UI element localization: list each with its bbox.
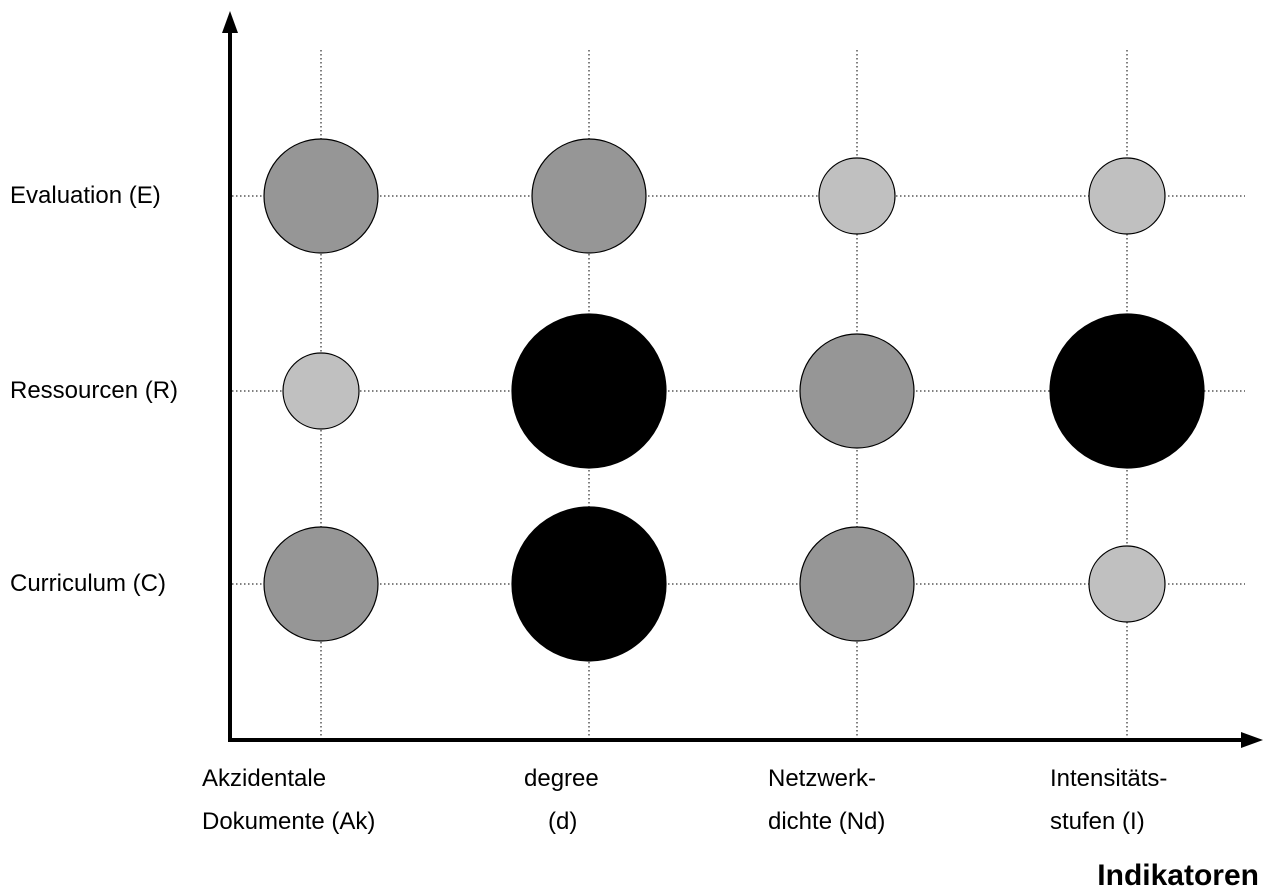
bubble-evaluation-degree: [531, 138, 647, 254]
x-tick-labels: Akzidentale Dokumente (Ak) degree (d) Ne…: [202, 765, 1167, 835]
y-axis-arrow: [222, 11, 238, 33]
bubble-curriculum-intensitätsstufen: [1088, 545, 1166, 623]
bubble-ressourcen-intensitätsstufen: [1049, 313, 1205, 469]
x-tick-label-ak-line1: Akzidentale: [202, 765, 326, 792]
bubble-ressourcen-akzidentale: [282, 352, 360, 430]
y-tick-label-curriculum: Curriculum (C): [10, 570, 166, 597]
x-axis-title: Indikatoren: [1097, 859, 1259, 892]
bubble-evaluation-intensitätsstufen: [1088, 157, 1166, 235]
y-tick-label-evaluation: Evaluation (E): [10, 182, 161, 209]
x-tick-label-i-line2: stufen (I): [1050, 808, 1145, 835]
bubble-curriculum-akzidentale: [263, 526, 379, 642]
x-tick-label-nd-line1: Netzwerk-: [768, 765, 876, 792]
bubble-evaluation-netzwerkdichte: [818, 157, 896, 235]
x-tick-label-ak-line2: Dokumente (Ak): [202, 808, 375, 835]
bubbles: [263, 138, 1205, 662]
bubble-ressourcen-degree: [511, 313, 667, 469]
bubble-curriculum-netzwerkdichte: [799, 526, 915, 642]
x-tick-label-i-line1: Intensitäts-: [1050, 765, 1167, 792]
axes: [222, 11, 1263, 748]
x-tick-label-d-line1: degree: [524, 765, 599, 792]
y-tick-labels: Evaluation (E) Ressourcen (R) Curriculum…: [10, 182, 178, 597]
x-axis-arrow: [1241, 732, 1263, 748]
bubble-evaluation-akzidentale: [263, 138, 379, 254]
bubble-curriculum-degree: [511, 506, 667, 662]
x-tick-label-nd-line2: dichte (Nd): [768, 808, 885, 835]
x-tick-label-d-line2: (d): [548, 808, 577, 835]
y-tick-label-ressourcen: Ressourcen (R): [10, 377, 178, 404]
bubble-ressourcen-netzwerkdichte: [799, 333, 915, 449]
